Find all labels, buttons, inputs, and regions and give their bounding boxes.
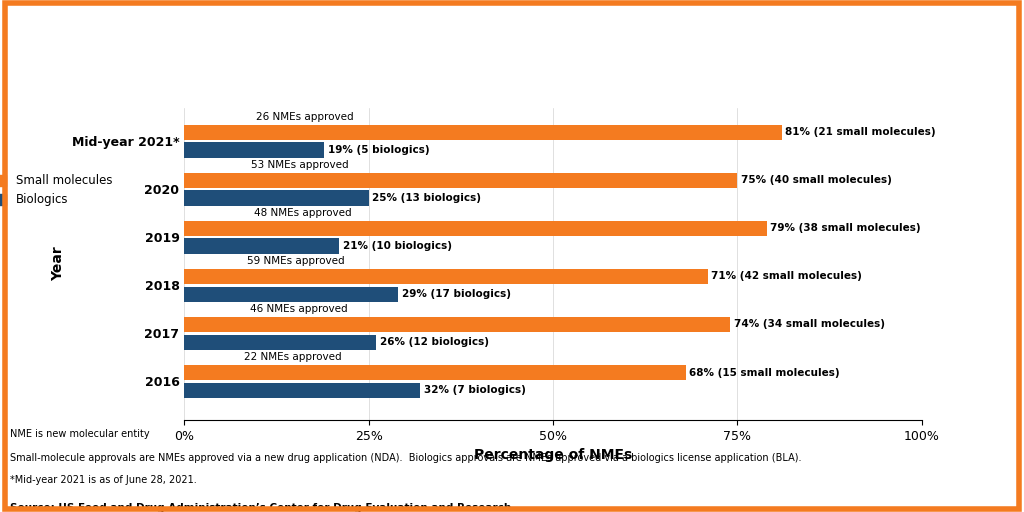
- Bar: [184, 382, 420, 398]
- Text: 25% (13 biologics): 25% (13 biologics): [373, 193, 481, 203]
- Bar: [184, 124, 781, 140]
- Bar: [184, 365, 686, 380]
- Text: 19% (5 biologics): 19% (5 biologics): [328, 145, 430, 155]
- X-axis label: Percentage of NMEs: Percentage of NMEs: [474, 448, 632, 462]
- Text: 46 NMEs approved: 46 NMEs approved: [250, 304, 347, 314]
- Text: US Food and Drug Administration’s Center for Drug Evaluation and Research, 2016 : US Food and Drug Administration’s Center…: [133, 72, 891, 85]
- Text: 48 NMEs approved: 48 NMEs approved: [254, 208, 352, 218]
- Text: 68% (15 small molecules): 68% (15 small molecules): [689, 368, 840, 377]
- Text: 79% (38 small molecules): 79% (38 small molecules): [770, 223, 921, 233]
- Text: 53 NMEs approved: 53 NMEs approved: [251, 160, 348, 170]
- Text: Source: US Food and Drug Administration’s Center for Drug Evaluation and Researc: Source: US Food and Drug Administration’…: [10, 503, 512, 512]
- Text: 81% (21 small molecules): 81% (21 small molecules): [785, 127, 936, 137]
- Bar: [184, 317, 730, 332]
- Text: Small-molecule approvals are NMEs approved via a new drug application (NDA).  Bi: Small-molecule approvals are NMEs approv…: [10, 453, 802, 463]
- Text: 22 NMEs approved: 22 NMEs approved: [245, 352, 342, 362]
- Bar: [184, 173, 737, 188]
- Bar: [184, 269, 708, 284]
- Y-axis label: Year: Year: [51, 246, 65, 281]
- Bar: [184, 221, 767, 236]
- Text: Figure 1: Small Molecules Vs. Biologics: Percentage of New Molecular Entities (N: Figure 1: Small Molecules Vs. Biologics:…: [126, 35, 898, 48]
- Text: 29% (17 biologics): 29% (17 biologics): [401, 289, 511, 299]
- Bar: [184, 239, 339, 254]
- Text: 74% (34 small molecules): 74% (34 small molecules): [733, 319, 885, 329]
- Bar: [184, 190, 369, 206]
- Text: 21% (10 biologics): 21% (10 biologics): [343, 241, 452, 251]
- Bar: [184, 334, 376, 350]
- Text: 26 NMEs approved: 26 NMEs approved: [256, 112, 353, 122]
- Text: 71% (42 small molecules): 71% (42 small molecules): [712, 271, 862, 282]
- Bar: [184, 287, 398, 302]
- Bar: [184, 142, 325, 158]
- Text: 75% (40 small molecules): 75% (40 small molecules): [741, 175, 892, 185]
- Legend: Small molecules, Biologics: Small molecules, Biologics: [0, 169, 117, 211]
- Text: 26% (12 biologics): 26% (12 biologics): [380, 337, 488, 347]
- Text: 59 NMEs approved: 59 NMEs approved: [247, 257, 345, 266]
- Text: NME is new molecular entity: NME is new molecular entity: [10, 429, 150, 439]
- Text: 32% (7 biologics): 32% (7 biologics): [424, 386, 525, 395]
- Text: *Mid-year 2021 is as of June 28, 2021.: *Mid-year 2021 is as of June 28, 2021.: [10, 476, 197, 485]
